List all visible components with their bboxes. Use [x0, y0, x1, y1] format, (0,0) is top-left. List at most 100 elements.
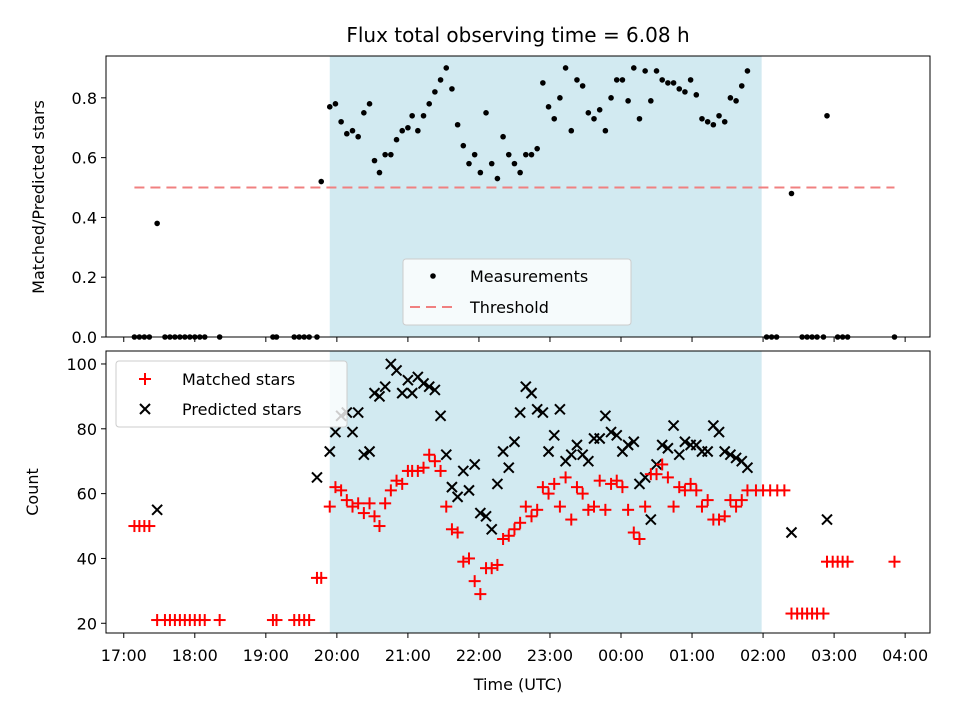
matched-star-point [656, 458, 669, 471]
predicted-star-point [346, 426, 359, 438]
legend-threshold-label: Threshold [469, 298, 549, 317]
matched-star-point [678, 484, 691, 497]
matched-star-point [695, 500, 708, 513]
matched-star-point [340, 494, 353, 507]
predicted-star-point [605, 426, 617, 438]
measurement-point [642, 68, 648, 74]
measurement-point [332, 101, 339, 107]
matched-star-point [213, 614, 226, 627]
matched-star-point [508, 523, 521, 536]
measurement-point [466, 160, 472, 167]
measurement-point [716, 112, 722, 119]
predicted-star-point [503, 461, 515, 474]
matched-star-point [639, 500, 652, 513]
predicted-star-point [741, 461, 754, 474]
predicted-star-point [548, 429, 560, 441]
matched-star-point [384, 484, 397, 497]
predicted-star-point [673, 449, 685, 461]
measurement-point [511, 160, 518, 167]
matched-star-point [434, 464, 447, 477]
predicted-star-point [622, 439, 634, 451]
measurement-point [585, 109, 592, 116]
matched-star-point [363, 497, 376, 510]
predicted-star-point [531, 403, 543, 416]
matched-star-point [373, 520, 386, 533]
predicted-star-point [373, 390, 386, 403]
measurement-point [693, 92, 700, 98]
legend-predicted-label: Predicted stars [182, 400, 302, 419]
measurement-point [471, 151, 478, 158]
matched-star-point [536, 481, 549, 494]
y-tick-label: 0.2 [72, 268, 97, 287]
matched-star-point [525, 510, 538, 523]
matched-star-point [576, 487, 589, 500]
predicted-star-point [713, 426, 725, 438]
top-y-axis-label: Matched/Predicted stars [29, 100, 48, 294]
measurement-point [382, 151, 388, 158]
measurement-point [523, 151, 529, 158]
measurement-point [670, 80, 677, 86]
matched-star-point [303, 614, 316, 627]
measurement-point [154, 220, 160, 227]
x-tick-label: 02:00 [740, 646, 786, 665]
measurement-point [393, 136, 400, 143]
measurement-point [665, 80, 671, 86]
predicted-star-point [480, 510, 492, 523]
bottom-observing-window [329, 351, 762, 633]
measurement-point [318, 178, 325, 185]
matched-star-point [451, 526, 464, 539]
matched-star-point [841, 555, 854, 568]
matched-star-point [428, 455, 441, 468]
predicted-star-point [525, 387, 538, 399]
predicted-star-point [486, 523, 498, 535]
predicted-star-point [329, 426, 342, 438]
matched-star-point [627, 526, 640, 539]
bottom-y-ticks: 20 40 60 80 100 [66, 355, 106, 633]
predicted-star-point [542, 445, 555, 458]
x-tick-label: 04:00 [882, 646, 928, 665]
measurement-point [630, 65, 637, 71]
x-tick-label: 20:00 [314, 646, 360, 665]
measurement-point [733, 98, 739, 104]
x-tick-label: 19:00 [243, 646, 289, 665]
measurement-point [557, 95, 563, 101]
predicted-star-point [368, 387, 381, 399]
predicted-star-point [396, 387, 408, 399]
predicted-star-point [679, 436, 691, 448]
predicted-star-point [565, 449, 577, 461]
matched-star-point [730, 500, 743, 513]
legend-matched-label: Matched stars [182, 370, 295, 389]
matched-star-point [379, 497, 392, 510]
measurement-point [528, 151, 535, 158]
matched-star-point [718, 510, 731, 523]
y-tick-label: 0.0 [72, 328, 97, 347]
predicted-star-point [434, 410, 447, 422]
matched-star-point [616, 481, 629, 494]
predicted-star-point [582, 455, 595, 467]
predicted-star-point [628, 436, 640, 448]
measurement-point [659, 77, 665, 83]
measurement-point [420, 112, 427, 119]
measurement-point [426, 101, 433, 107]
measurement-point [591, 115, 597, 122]
measurement-point [574, 77, 580, 83]
predicted-star-point [440, 449, 452, 461]
matched-star-point [315, 571, 328, 584]
matched-star-point [270, 614, 283, 627]
matched-star-point [417, 461, 430, 474]
measurement-point [579, 83, 586, 89]
legend-matched-marker [139, 373, 151, 385]
matched-star-point [462, 552, 475, 565]
matched-star-point [143, 520, 156, 533]
matched-star-point [588, 500, 601, 513]
y-tick-label: 40 [77, 549, 97, 568]
top-panel: 0.0 0.2 0.4 0.6 0.8 Flux total observing tim… [29, 23, 931, 347]
chart-title: Flux total observing time = 6.08 h [346, 23, 689, 47]
predicted-star-point [593, 432, 606, 445]
top-axes-frame [105, 55, 931, 338]
predicted-star-point [390, 364, 403, 377]
predicted-star-point [514, 406, 526, 419]
measurement-point [460, 142, 467, 149]
predicted-star-point [311, 471, 323, 484]
measurement-point [562, 65, 569, 71]
